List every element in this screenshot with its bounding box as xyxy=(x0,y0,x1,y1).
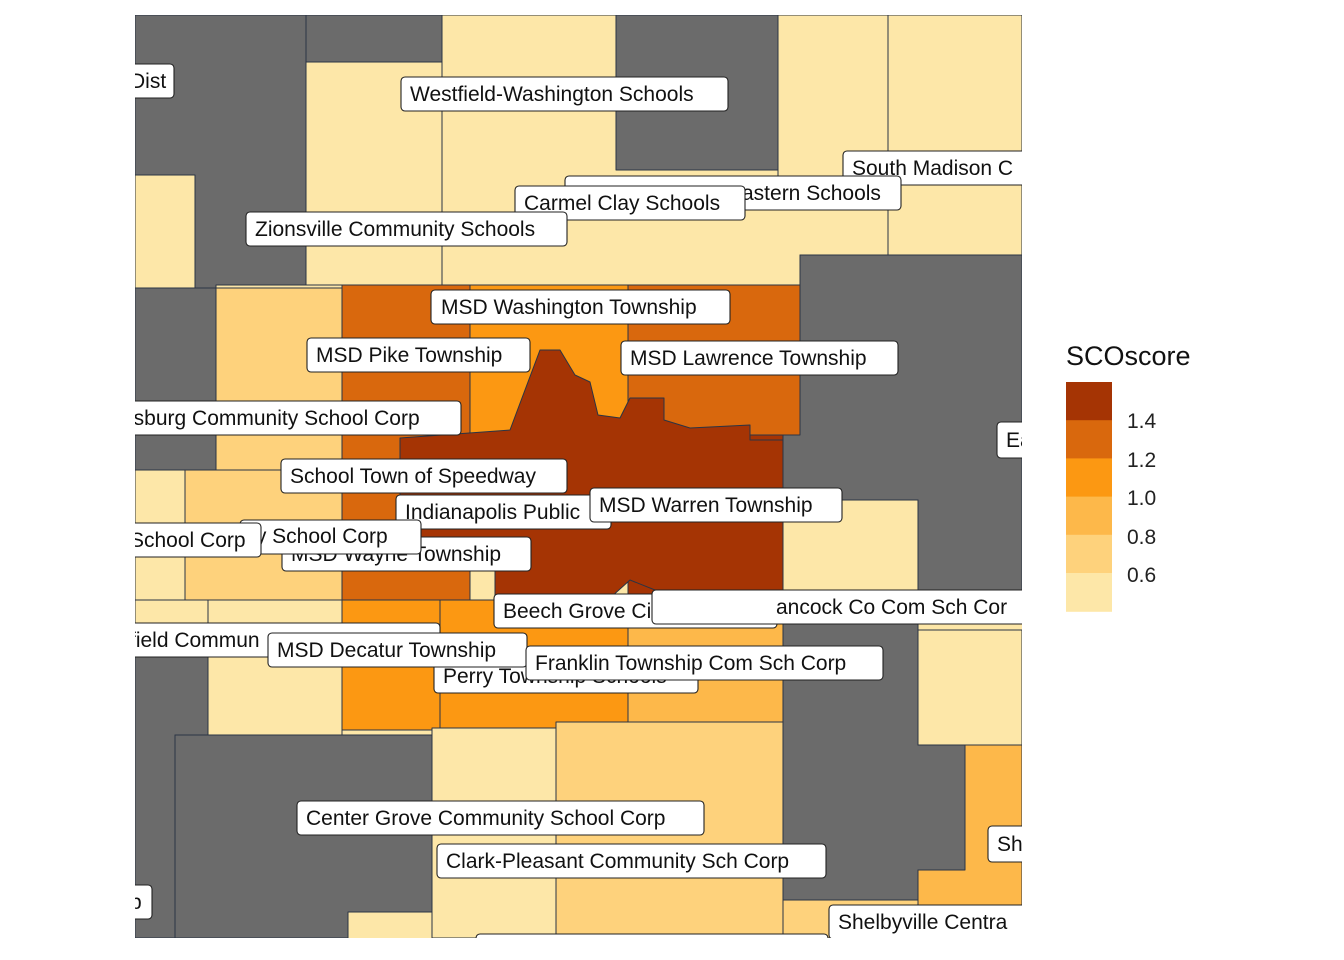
legend-swatch xyxy=(1066,573,1112,612)
svg-text:ancock Co Com Sch Cor: ancock Co Com Sch Cor xyxy=(776,596,1007,619)
legend-tick-labels: 1.4 1.2 1.0 0.8 0.6 xyxy=(1127,410,1157,587)
label-shelbyville: Shelbyville Centra xyxy=(828,904,1044,940)
legend-tick-label: 0.8 xyxy=(1127,526,1156,549)
legend-tick-label: 0.6 xyxy=(1127,564,1156,587)
label-clark-pleasant: Clark-Pleasant Community Sch Corp xyxy=(436,843,827,879)
label-carmel-clay: Carmel Clay Schools xyxy=(514,185,746,221)
svg-text:MSD Decatur Township: MSD Decatur Township xyxy=(277,639,496,662)
svg-text:MSD Washington Township: MSD Washington Township xyxy=(441,296,697,319)
legend-swatch xyxy=(1066,496,1112,536)
svg-text:p: p xyxy=(130,891,142,914)
svg-text:Carmel Clay Schools: Carmel Clay Schools xyxy=(524,192,720,215)
district-south-madison xyxy=(887,15,1022,256)
label-speedway: School Town of Speedway xyxy=(280,458,568,494)
district-westfield-east xyxy=(441,15,617,81)
district-east-lower xyxy=(917,629,1022,746)
label-brownsburg: nsburg Community School Corp xyxy=(109,400,462,436)
district-west-nodata xyxy=(135,287,217,471)
svg-text:MSD Warren Township: MSD Warren Township xyxy=(599,494,813,517)
label-msd-lawrence: MSD Lawrence Township xyxy=(620,340,899,376)
legend-tick-label: 1.2 xyxy=(1127,449,1156,472)
label-msd-decatur: MSD Decatur Township xyxy=(267,632,528,668)
svg-text:Center Grove Community School: Center Grove Community School Corp xyxy=(306,807,665,830)
label-center-grove: Center Grove Community School Corp xyxy=(296,800,705,836)
label-msd-pike: MSD Pike Township xyxy=(306,337,531,373)
legend: SCOscore 1.4 1.2 1.0 0.8 0.6 xyxy=(1066,341,1191,612)
legend-tick-label: 1.4 xyxy=(1127,410,1157,433)
district-south-west-nodata xyxy=(174,734,433,938)
svg-text:Clark-Pleasant Community Sch C: Clark-Pleasant Community Sch Corp xyxy=(446,850,789,873)
svg-text:School Corp: School Corp xyxy=(130,529,246,552)
district-shelby xyxy=(917,744,1022,938)
svg-text:School Town of Speedway: School Town of Speedway xyxy=(290,465,536,488)
label-msd-warren: MSD Warren Township xyxy=(589,487,843,523)
svg-text:astern Schools: astern Schools xyxy=(742,182,881,205)
left-margin xyxy=(0,0,135,960)
district-west-small xyxy=(135,174,196,289)
label-avon-community: ty School Corp xyxy=(239,519,422,555)
svg-text:Sh: Sh xyxy=(997,833,1023,856)
top-margin xyxy=(0,0,1344,15)
legend-tick-label: 1.0 xyxy=(1127,487,1156,510)
district-brownsburg xyxy=(215,287,343,471)
legend-title: SCOscore xyxy=(1066,341,1191,371)
svg-text:MSD Lawrence Township: MSD Lawrence Township xyxy=(630,347,867,370)
label-westfield-washington: Westfield-Washington Schools xyxy=(400,76,729,112)
label-msd-washington: MSD Washington Township xyxy=(430,289,731,325)
svg-text:South Madison C: South Madison C xyxy=(852,157,1013,180)
legend-swatch xyxy=(1066,382,1112,421)
svg-text:ty School Corp: ty School Corp xyxy=(250,525,388,548)
svg-text:MSD Pike Township: MSD Pike Township xyxy=(316,344,502,367)
bottom-margin xyxy=(0,938,1344,960)
label-franklin-township: Franklin Township Com Sch Corp xyxy=(525,645,884,681)
svg-text:Shelbyville Centra: Shelbyville Centra xyxy=(838,911,1008,934)
label-hancock: ancock Co Com Sch Cor xyxy=(651,589,1043,625)
label-indianapolis-public: Indianapolis Public xyxy=(395,494,612,530)
svg-text:Indianapolis Public: Indianapolis Public xyxy=(405,501,580,524)
svg-text:Westfield-Washington Schools: Westfield-Washington Schools xyxy=(410,83,694,106)
svg-text:Dist: Dist xyxy=(130,70,166,93)
label-zionsville: Zionsville Community Schools xyxy=(245,211,568,247)
district-north-nodata xyxy=(305,15,443,63)
svg-text:Franklin Township Com Sch Corp: Franklin Township Com Sch Corp xyxy=(535,652,846,675)
label-plainfield-school-corp: School Corp xyxy=(109,522,262,558)
svg-text:field Commun: field Commun xyxy=(130,629,260,652)
svg-text:nsburg Community School Corp: nsburg Community School Corp xyxy=(122,407,420,430)
legend-colorbar xyxy=(1066,382,1112,612)
legend-swatch xyxy=(1066,534,1112,574)
legend-swatch xyxy=(1066,458,1112,498)
legend-swatch xyxy=(1066,420,1112,459)
svg-text:Zionsville Community Schools: Zionsville Community Schools xyxy=(255,218,535,241)
